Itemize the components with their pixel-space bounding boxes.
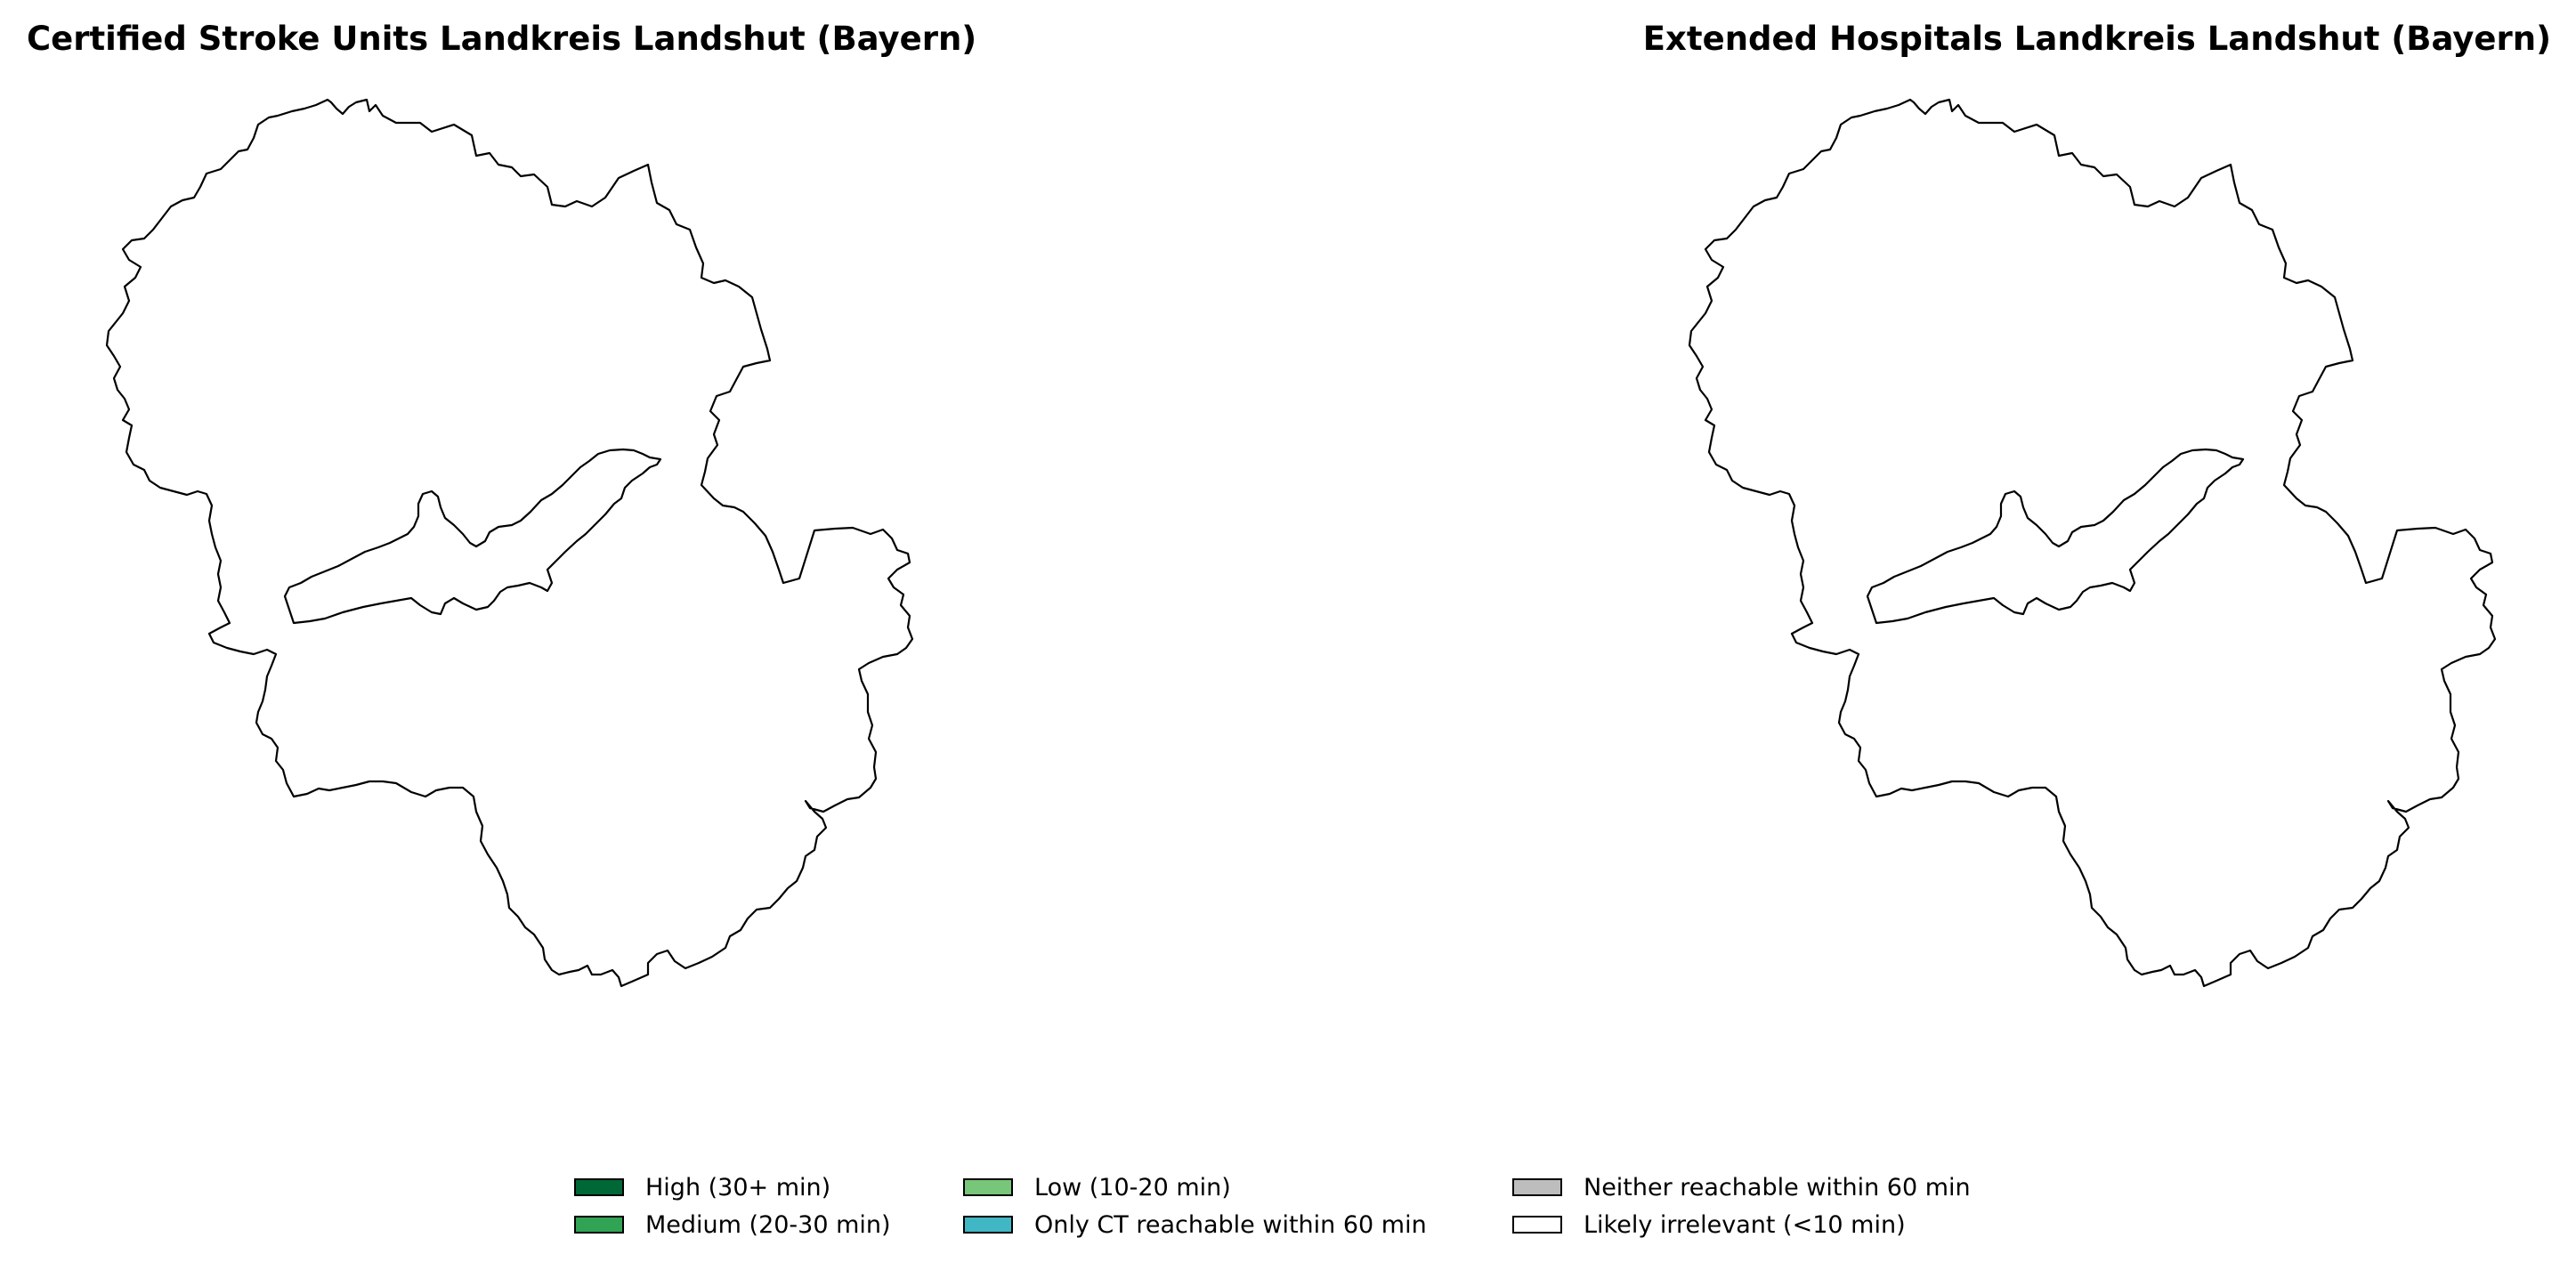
legend-label-low: Low (10-20 min) [1034,1173,1231,1201]
legend-item-high: High (30+ min) [574,1171,830,1203]
legend-label-high: High (30+ min) [645,1173,831,1201]
right-map-title: Extended Hospitals Landkreis Landshut (B… [1642,20,2551,58]
legend-swatch-irrelevant [1512,1216,1562,1234]
left-map-region [105,98,914,988]
legend-swatch-low [963,1178,1013,1196]
legend-label-irrelevant: Likely irrelevant (<10 min) [1584,1210,1906,1239]
legend-item-irrelevant: Likely irrelevant (<10 min) [1512,1209,1906,1241]
right-map-region [1688,98,2497,988]
legend-swatch-high [574,1178,624,1196]
map-legend: High (30+ min) Medium (20-30 min) Low (1… [574,1171,2087,1251]
right-landkreis-boundary [1688,98,2497,988]
legend-item-medium: Medium (20-30 min) [574,1209,891,1241]
legend-label-neither: Neither reachable within 60 min [1584,1173,1971,1201]
legend-item-only-ct: Only CT reachable within 60 min [963,1209,1427,1241]
legend-swatch-medium [574,1216,624,1234]
legend-item-low: Low (10-20 min) [963,1171,1231,1203]
legend-label-medium: Medium (20-30 min) [645,1210,891,1239]
legend-swatch-only-ct [963,1216,1013,1234]
legend-label-only-ct: Only CT reachable within 60 min [1034,1210,1427,1239]
left-map-title: Certified Stroke Units Landkreis Landshu… [27,20,977,58]
legend-swatch-neither [1512,1178,1562,1196]
left-landkreis-boundary [105,98,914,988]
legend-item-neither: Neither reachable within 60 min [1512,1171,1971,1203]
